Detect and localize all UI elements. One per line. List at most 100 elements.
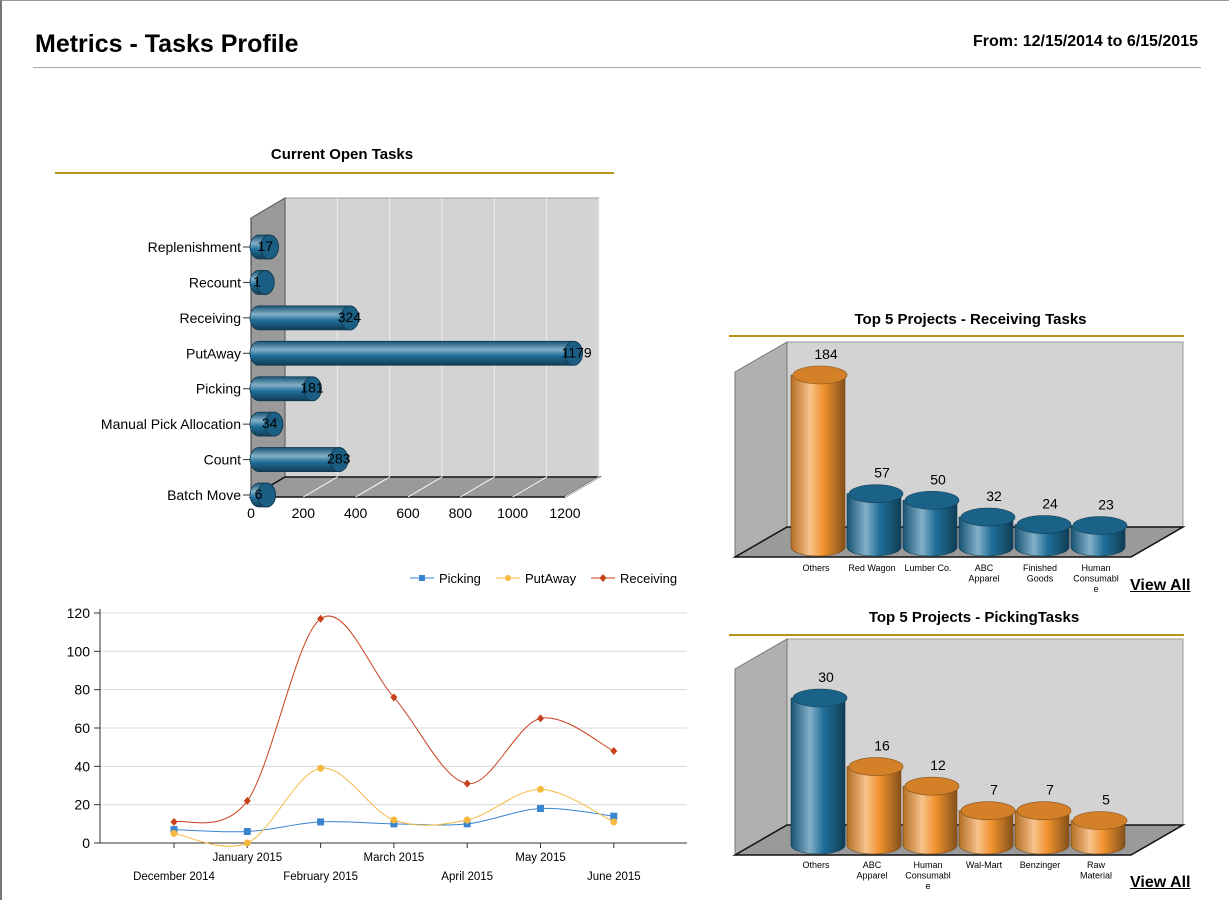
receiving-bar-cap: [1072, 516, 1128, 535]
receiving-category-label: Apparel: [968, 574, 999, 584]
trend-point-picking: [317, 818, 325, 826]
receiving-bar: [902, 499, 958, 557]
picking-bar-cap: [1016, 801, 1072, 821]
receiving-bar-cap: [792, 365, 848, 385]
page-title: Metrics - Tasks Profile: [35, 30, 299, 58]
open-tasks-bar-cap: [329, 447, 349, 472]
picking-bar-cap: [960, 801, 1016, 821]
receiving-bar-cap: [904, 490, 960, 510]
open-tasks-value-label: 17: [257, 238, 273, 254]
trend-legend-marker: [505, 575, 511, 581]
trend-point-picking: [610, 812, 618, 820]
open-tasks-category-label: Batch Move: [167, 487, 241, 503]
receiving-value-label: 184: [814, 346, 838, 362]
open-tasks-floor-grid: [564, 476, 600, 498]
open-tasks-x-tick: 1000: [497, 505, 528, 521]
open-tasks-value-label: 181: [300, 380, 324, 396]
receiving-bar: [790, 374, 846, 557]
trend-series-line-receiving: [173, 615, 615, 824]
receiving-category-label: Others: [802, 563, 830, 573]
trend-x-tick-label: May 2015: [515, 852, 566, 864]
trend-legend-marker: [419, 575, 425, 581]
receiving-bar: [846, 493, 902, 557]
picking-category-label: e: [925, 881, 930, 891]
trend-legend-label: Receiving: [620, 571, 677, 586]
picking-projects-title: Top 5 Projects - PickingTasks: [868, 609, 1080, 626]
receiving-category-label: ABC: [975, 563, 994, 573]
open-tasks-floor-grid: [303, 476, 338, 498]
trend-point-putaway: [170, 829, 178, 837]
trend-y-tick-label: 60: [74, 720, 90, 736]
trend-point-picking: [537, 805, 544, 812]
open-tasks-bar-cap: [264, 411, 284, 437]
trend-point-receiving: [463, 779, 471, 788]
open-tasks-category-label: Manual Pick Allocation: [101, 416, 241, 432]
trend-point-picking: [170, 826, 178, 834]
trend-x-tick-label: February 2015: [283, 871, 358, 883]
picking-value-label: 7: [1046, 782, 1054, 798]
trend-point-putaway: [463, 816, 471, 824]
open-tasks-bar-cap: [260, 234, 279, 260]
open-tasks-bar-cap: [257, 482, 276, 508]
receiving-category-label: Lumber Co.: [904, 563, 951, 573]
trend-legend-label: PutAway: [525, 571, 577, 586]
receiving-value-label: 32: [986, 488, 1002, 504]
trend-point-receiving: [610, 747, 618, 755]
receiving-category-label: Consumabl: [1073, 574, 1119, 584]
trend-point-picking: [390, 820, 398, 828]
open-tasks-floor-grid: [512, 476, 547, 498]
picking-value-label: 12: [930, 757, 946, 773]
open-tasks-value-label: 6: [255, 486, 263, 502]
open-tasks-x-tick: 800: [449, 505, 473, 521]
picking-value-label: 30: [818, 669, 834, 685]
title-divider: [33, 67, 1201, 68]
receiving-bar-cap: [848, 484, 904, 504]
trend-point-putaway: [317, 764, 325, 772]
open-tasks-value-label: 34: [262, 415, 278, 431]
picking-category-label: Consumabl: [905, 871, 951, 881]
open-tasks-bar-cap: [302, 376, 322, 402]
open-tasks-rule: [55, 172, 614, 174]
open-tasks-category-label: Count: [204, 452, 241, 468]
trend-point-picking: [463, 820, 471, 828]
receiving-category-label: Finished: [1023, 563, 1057, 573]
open-tasks-value-label: 1179: [562, 344, 592, 360]
trend-point-picking: [243, 828, 251, 835]
picking-left-wall: [734, 638, 788, 856]
open-tasks-category-label: Recount: [189, 274, 241, 290]
open-tasks-x-tick: 600: [396, 505, 420, 521]
trend-y-tick-label: 20: [74, 797, 90, 813]
picking-value-label: 5: [1102, 792, 1110, 808]
open-tasks-bar-cap: [564, 340, 583, 366]
open-tasks-bar-cap: [340, 305, 360, 331]
receiving-value-label: 24: [1042, 496, 1058, 512]
open-tasks-bar-cap: [255, 270, 275, 295]
trend-legend-marker: [599, 574, 607, 582]
open-tasks-value-label: 283: [327, 451, 351, 467]
trend-x-tick-label: December 2014: [133, 871, 215, 883]
picking-bar-cap: [848, 757, 904, 776]
picking-category-label: Others: [802, 860, 830, 870]
picking-bar: [1014, 810, 1070, 855]
open-tasks-x-tick: 1200: [549, 505, 580, 521]
trend-x-tick-label: March 2015: [364, 852, 425, 864]
picking-category-label: Material: [1080, 871, 1112, 881]
receiving-category-label: Red Wagon: [848, 563, 895, 573]
picking-category-label: Human: [913, 860, 942, 870]
open-tasks-category-label: Replenishment: [148, 239, 241, 255]
picking-category-label: Raw: [1087, 860, 1106, 870]
receiving-value-label: 23: [1098, 497, 1114, 513]
picking-category-label: Benzinger: [1020, 860, 1061, 870]
trend-x-tick-label: April 2015: [441, 871, 493, 883]
open-tasks-value-label: 1: [253, 273, 261, 289]
open-tasks-floor-grid: [355, 476, 390, 498]
picking-bar: [846, 766, 902, 855]
picking-category-label: ABC: [863, 860, 882, 870]
trend-y-tick-label: 80: [74, 682, 90, 698]
receiving-value-label: 57: [874, 465, 890, 481]
picking-value-label: 7: [990, 782, 998, 798]
picking-view-all-link[interactable]: View All: [1130, 874, 1191, 891]
receiving-view-all-link[interactable]: View All: [1130, 577, 1191, 594]
